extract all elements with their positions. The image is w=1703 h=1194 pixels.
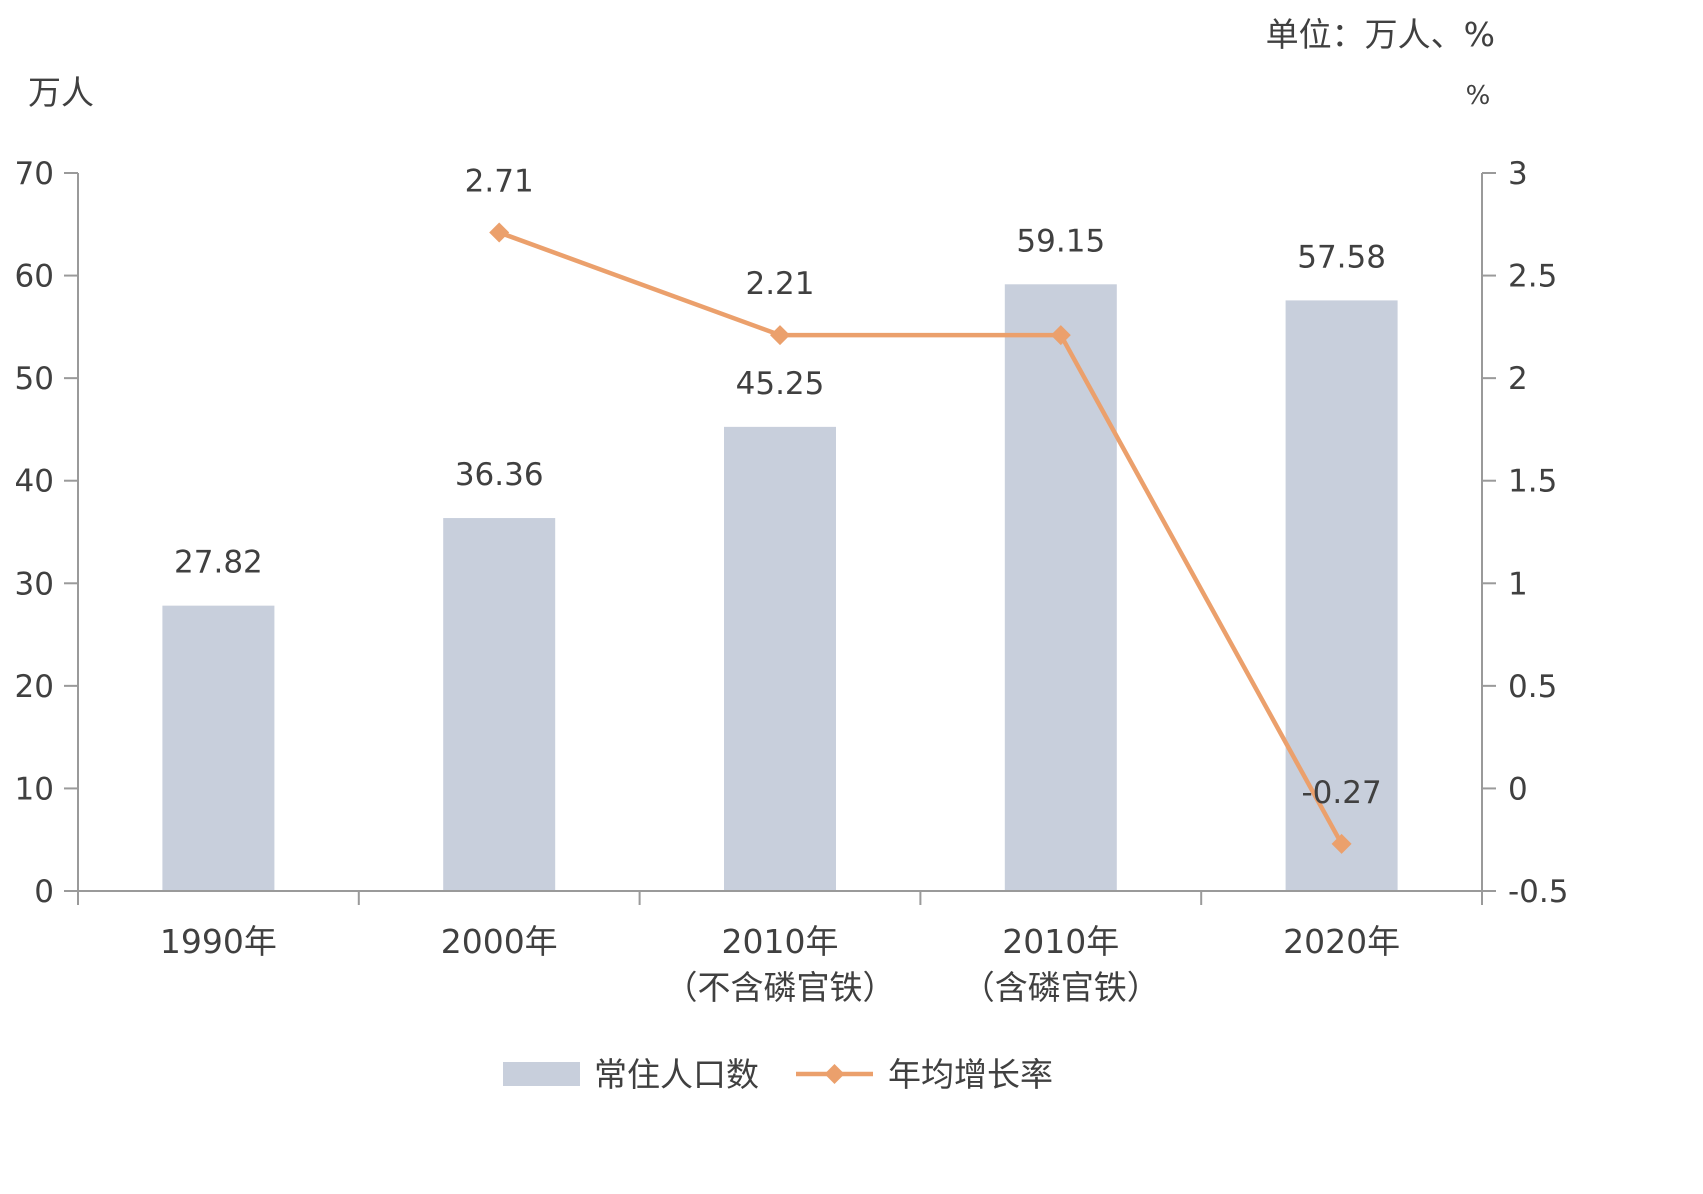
- x-tick-label: 2010年: [722, 922, 839, 961]
- bar-value-label: 57.58: [1297, 239, 1386, 275]
- data-labels-group: 27.82 36.36 45.25 59.15 57.58 2.71 2.21 -0.27: [174, 163, 1386, 810]
- bar: [162, 605, 275, 891]
- left-tick-label: 60: [15, 259, 54, 295]
- legend-bar-swatch: [503, 1062, 580, 1086]
- bars-group: [162, 284, 1398, 892]
- left-tick-label: 0: [34, 874, 54, 910]
- line-marker: [1331, 833, 1352, 854]
- line-marker: [489, 222, 510, 243]
- unit-note: 单位：万人、%: [1266, 15, 1495, 54]
- bar: [443, 518, 556, 891]
- line-value-label: -0.27: [1301, 775, 1381, 811]
- x-tick-label: 2010年: [1002, 922, 1119, 961]
- line-value-label: 2.71: [465, 163, 534, 199]
- right-tick-label: -0.5: [1508, 874, 1568, 910]
- bar: [1285, 300, 1398, 892]
- right-tick-label: 0.5: [1508, 669, 1557, 705]
- axes-group: 0 10 20 30 40 50 60 70 -0.5 0 0.5 1 1.5 2 2.5 3 1990年 200…: [15, 156, 1568, 1007]
- right-tick-label: 1.5: [1508, 464, 1557, 500]
- right-tick-label: 0: [1508, 771, 1528, 807]
- right-tick-label: 2: [1508, 361, 1528, 397]
- x-tick-label: 1990年: [160, 922, 277, 961]
- x-tick-label: 2000年: [441, 922, 558, 961]
- bar-value-label: 45.25: [736, 366, 825, 402]
- right-tick-label: 1: [1508, 566, 1528, 602]
- right-tick-label: 2.5: [1508, 259, 1557, 295]
- left-axis-label: 万人: [28, 73, 94, 112]
- left-tick-label: 10: [15, 771, 54, 807]
- right-tick-label: 3: [1508, 156, 1528, 192]
- left-tick-label: 40: [15, 464, 54, 500]
- right-axis-label: %: [1466, 81, 1491, 111]
- left-tick-label: 20: [15, 669, 54, 705]
- left-tick-label: 70: [15, 156, 54, 192]
- x-tick-label: （含磷官铁）: [962, 968, 1160, 1007]
- line-marker: [770, 325, 790, 346]
- growth-line-group: [489, 222, 1352, 854]
- bar: [724, 426, 836, 891]
- legend-bar-label: 常住人口数: [594, 1055, 759, 1094]
- bar-value-label: 36.36: [455, 457, 544, 493]
- legend-line-marker: [824, 1064, 845, 1084]
- left-tick-label: 50: [15, 361, 54, 397]
- bar: [1004, 284, 1117, 891]
- growth-line: [498, 230, 1344, 845]
- bar-value-label: 27.82: [174, 545, 263, 581]
- left-tick-label: 30: [15, 566, 54, 602]
- x-tick-label: 2020年: [1283, 922, 1400, 961]
- line-marker: [1050, 325, 1071, 346]
- x-tick-label: （不含磷官铁）: [665, 968, 896, 1007]
- legend: 常住人口数 年均增长率: [503, 1055, 1053, 1094]
- population-chart: 单位：万人、% 万人 % 0 10 20 30 40 50 60 70 -0.5 0 0.5 1 1.5…: [15, 15, 1568, 1094]
- legend-line-label: 年均增长率: [888, 1055, 1053, 1094]
- line-value-label: 2.21: [745, 266, 814, 302]
- bar-value-label: 59.15: [1016, 223, 1105, 259]
